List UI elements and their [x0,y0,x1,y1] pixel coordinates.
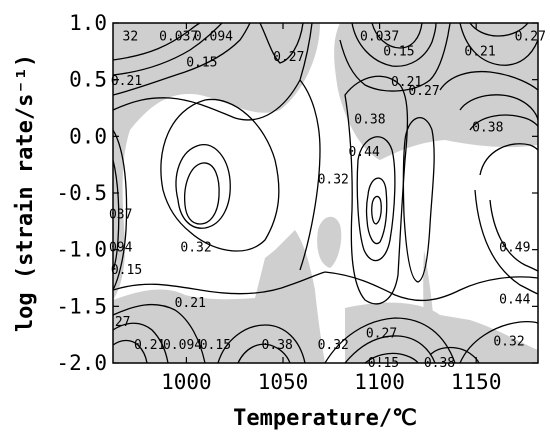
contour-label: 094 [109,240,133,255]
y-tick-label: -1.5 [56,294,107,318]
contour-label: 0.49 [499,240,530,255]
contour-label: 0.21 [134,338,165,353]
shade-blob-mid [317,216,342,268]
contour-label: 0.15 [111,263,142,278]
contour-label: 0.32 [493,334,524,349]
contour-label: 0.38 [262,338,293,353]
contour-label: 0.21 [175,296,206,311]
x-tick-label: 1000 [161,370,212,394]
contour-label: 037 [109,208,132,223]
y-tick-label: -0.5 [56,181,107,205]
contour-label: 0.32 [318,338,349,353]
y-axis-title: log (strain rate/s⁻¹) [13,54,38,332]
contour-label: 0.27 [515,30,546,45]
contour-label: 0.15 [186,56,217,71]
y-tick-label: 1.0 [69,11,107,35]
contour-label: 0.38 [472,120,503,135]
contour-label: 27 [115,315,131,330]
contour-label: 0.15 [368,356,399,371]
contour-label: 0.27 [408,84,439,99]
contour-label: 0.27 [273,50,304,65]
contour-label: 0.32 [180,240,211,255]
y-tick-label: -2.0 [56,351,107,375]
contour-label: 32 [123,30,139,45]
contour-label: 0.21 [464,44,495,59]
shade-region-top-right [334,23,538,160]
shade-region-top-left [113,23,320,300]
contour-label: 0.15 [383,44,414,59]
contour-label: 0.32 [318,172,349,187]
contour-label: 0.44 [348,145,379,160]
contour-label: 0.037 [159,30,198,45]
x-axis-title: Temperature/℃ [233,406,417,431]
contour-label: 0.38 [424,356,455,371]
ticks-layer: 1000 1050 1100 1150 1.0 0.5 0.0 -0.5 -1.0 -1.5 -2.… [56,11,538,394]
contour-label: 0.27 [366,327,397,342]
x-tick-label: 1100 [354,370,405,394]
contour-label: 0.094 [163,338,202,353]
x-tick-label: 1050 [258,370,309,394]
contour-label: 0.44 [499,293,530,308]
shade-strip-center [423,250,436,363]
contour-label: 0.21 [111,74,142,89]
contour-lines [113,23,538,363]
y-tick-label: -1.0 [56,238,107,262]
y-tick-label: 0.5 [69,68,107,92]
contour-label: 0.094 [194,30,233,45]
shade-region-bottom-left [113,230,325,363]
y-tick-label: 0.0 [69,124,107,148]
contour-label: 0.037 [360,30,399,45]
contour-label: 0.15 [200,338,231,353]
x-tick-label: 1150 [451,370,502,394]
contour-label: 0.21 [391,75,422,90]
contour-label: 0.38 [354,112,385,127]
